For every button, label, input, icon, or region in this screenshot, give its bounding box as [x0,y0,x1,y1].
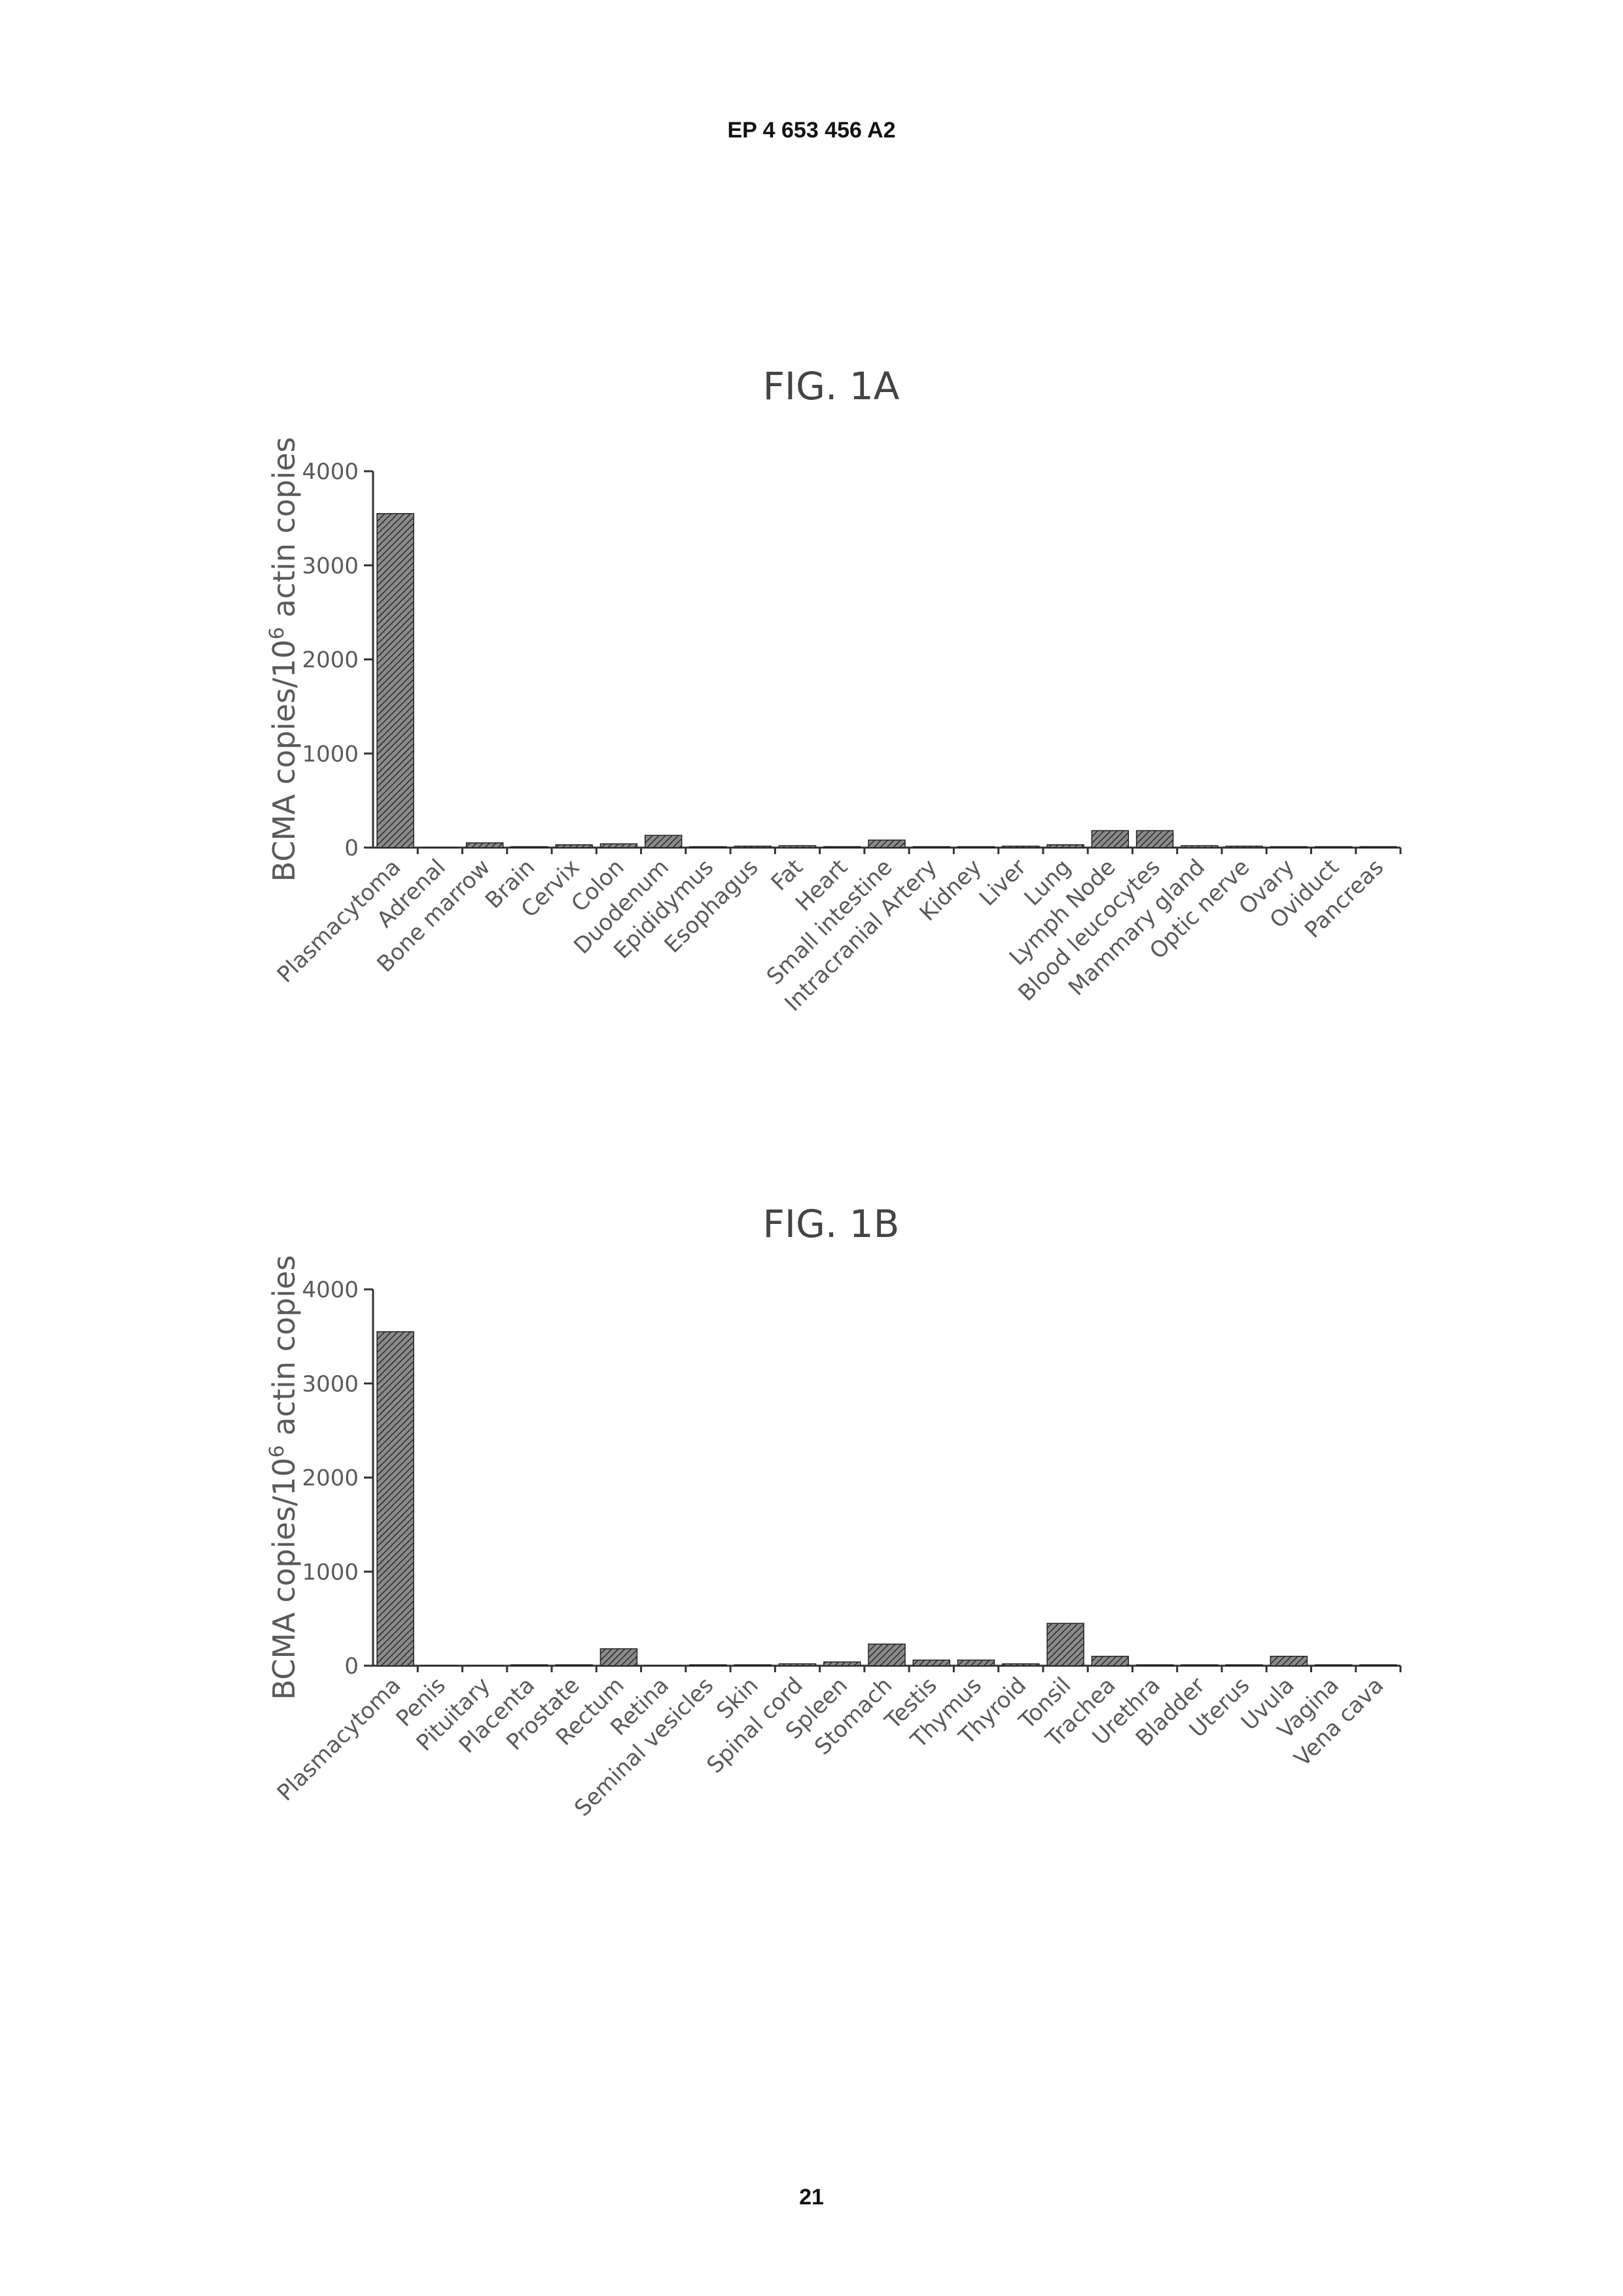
bar [1091,830,1130,848]
bar [555,1664,593,1666]
bar [1314,846,1353,848]
bar [1225,1664,1263,1666]
bar [912,846,950,848]
bar [1002,1663,1040,1666]
bar [957,846,995,848]
bar [510,1664,548,1666]
plot-group: 01000200030004000PlasmacytomaAdrenalBone… [272,459,1402,1016]
y-axis-label: BCMA copies/106 actin copies [266,437,302,882]
bar [376,1331,414,1666]
figure-1a: FIG. 1A BCMA copies/106 actin copies 0 10… [0,367,1623,1119]
bar [465,842,504,848]
plot-group: 01000200030004000PlasmacytomaPenisPituit… [272,1277,1402,1821]
bar [376,512,414,848]
bar [644,1664,683,1666]
bar [823,1661,861,1666]
patent-header: EP 4 653 456 A2 [727,118,896,143]
bar [1225,846,1263,848]
chart-1a-svg: FIG. 1A BCMA copies/106 actin copies 0 10… [266,367,1402,1016]
y-axis-label: BCMA copies/106 actin copies [266,1255,302,1700]
bar [644,834,683,848]
bar [465,1664,504,1666]
bar [734,846,772,848]
y-tick-label: 2000 [302,647,359,673]
bar [1135,830,1174,848]
page-number: 21 [799,2185,824,2210]
bar [1181,845,1219,848]
bar [1091,1655,1130,1666]
chart-title: FIG. 1A [763,367,900,408]
bar [734,1664,772,1666]
figure-1b: FIG. 1B BCMA copies/106 actin copies 0 10… [0,1185,1623,1937]
bar [778,845,817,848]
bar [778,1663,817,1666]
y-tick-label: 0 [344,835,359,861]
y-tick-label: 4000 [302,459,359,485]
bar [1314,1664,1353,1666]
bar [1181,1664,1219,1666]
bar [1046,844,1084,848]
bar [599,843,638,848]
y-tick-label: 4000 [302,1277,359,1303]
bar [1002,846,1040,848]
bar [912,1659,950,1666]
y-tick-label: 3000 [302,1371,359,1397]
bar [1359,846,1397,848]
bar [1359,1664,1397,1666]
y-tick-label: 0 [344,1653,359,1679]
y-tick-label: 3000 [302,553,359,579]
bar [421,846,459,848]
chart-title: FIG. 1B [763,1202,900,1246]
bar [1270,846,1308,848]
bar [823,846,861,848]
y-tick-label: 2000 [302,1465,359,1492]
bar [957,1659,995,1666]
chart-1b-svg: FIG. 1B BCMA copies/106 actin copies 0 10… [266,1202,1402,1821]
bar [868,1643,906,1666]
y-tick-label: 1000 [302,1559,359,1585]
bar [1046,1623,1084,1666]
y-tick-label: 1000 [302,741,359,767]
bar [689,1664,727,1666]
bar [1135,1664,1174,1666]
bar [868,839,906,848]
bar [1270,1655,1308,1666]
x-tick-label: Liver [974,854,1031,911]
bar [421,1664,459,1666]
bar [510,846,548,848]
bar [599,1648,638,1666]
bar [555,844,593,848]
bar [689,846,727,848]
